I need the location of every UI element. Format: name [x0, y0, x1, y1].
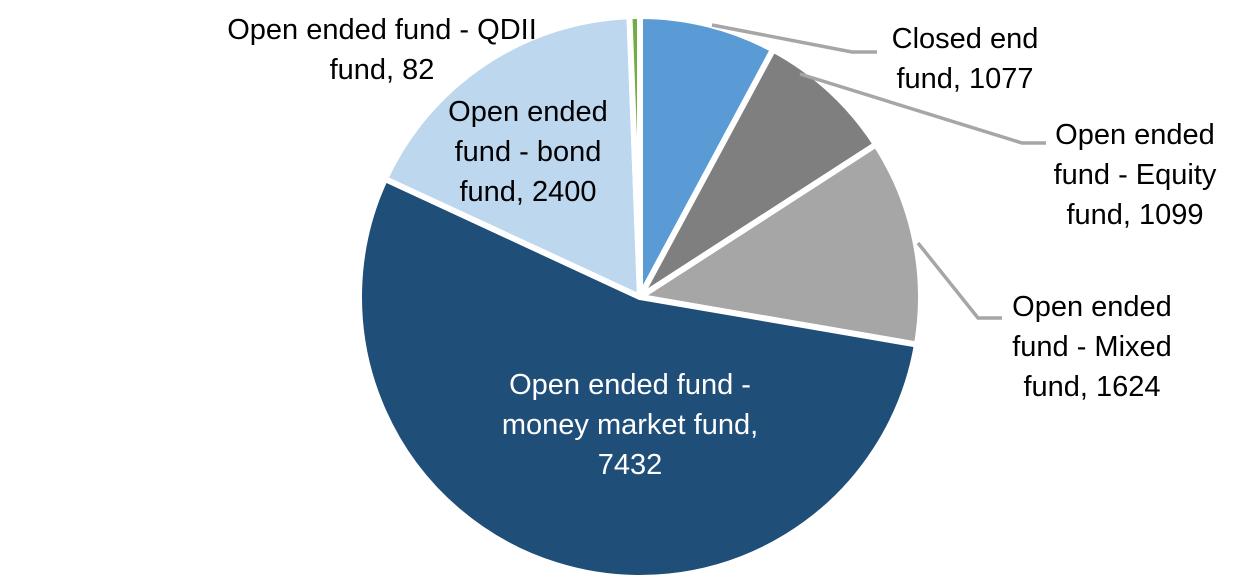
label-line: Closed end	[891, 23, 1039, 55]
label-line: Open ended	[1012, 291, 1172, 323]
pie-slice-mixed-fund	[637, 141, 924, 348]
label-line: Open ended fund -	[509, 369, 751, 401]
label-bond-fund: Open ended fund - bond fund, 2400	[448, 92, 608, 212]
pie-slice-closed-end-fund	[637, 13, 777, 300]
label-line: fund, 1624	[1023, 371, 1161, 403]
label-line: fund, 1099	[1066, 199, 1204, 231]
label-line: fund - Equity	[1053, 159, 1217, 191]
pie-slice-money-market-fund	[356, 175, 920, 581]
label-line: 7432	[597, 449, 663, 481]
leader-line-mixed-fund	[916, 241, 1002, 320]
label-equity-fund: Open ended fund - Equity fund, 1099	[1054, 115, 1217, 235]
label-money-market-fund: Open ended fund - money market fund, 743…	[502, 365, 758, 485]
pie-slice-qdii-fund	[626, 13, 643, 300]
label-line: Open ended fund - QDII	[227, 14, 537, 46]
label-line: fund, 2400	[459, 176, 597, 208]
pie-slice-equity-fund	[637, 46, 879, 300]
pie-slices	[356, 13, 924, 581]
leader-line-equity-fund	[799, 72, 1046, 145]
label-line: fund - bond	[454, 136, 602, 168]
pie-slice-bond-fund	[382, 13, 643, 300]
leader-lines	[711, 23, 1046, 320]
label-line: money market fund,	[501, 409, 759, 441]
label-qdii-fund: Open ended fund - QDII fund, 82	[227, 10, 537, 90]
label-line: fund, 82	[329, 54, 435, 86]
label-line: fund, 1077	[896, 63, 1034, 95]
leader-line-closed-end-fund	[711, 23, 877, 54]
label-mixed-fund: Open ended fund - Mixed fund, 1624	[1012, 287, 1172, 407]
label-line: fund - Mixed	[1012, 331, 1172, 363]
label-closed-end-fund: Closed end fund, 1077	[892, 19, 1039, 99]
label-line: Open ended	[1055, 119, 1215, 151]
label-line: Open ended	[448, 96, 608, 128]
